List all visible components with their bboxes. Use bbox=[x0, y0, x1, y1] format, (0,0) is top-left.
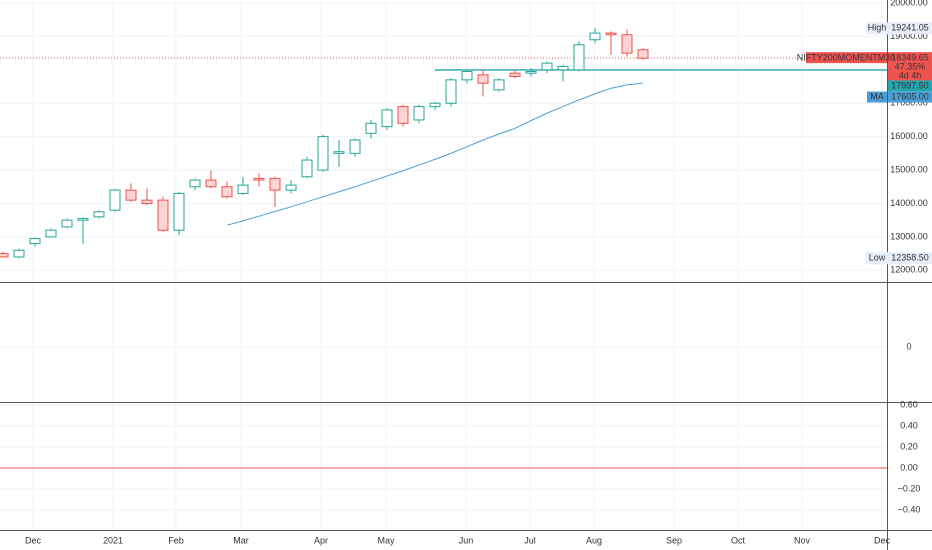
candle-body bbox=[477, 74, 489, 84]
y-tick-label: 17000.00 bbox=[890, 98, 928, 108]
y-tick-label: 0 bbox=[906, 341, 911, 351]
candle-body bbox=[141, 199, 153, 204]
candle-body bbox=[365, 122, 377, 134]
candle-body bbox=[221, 186, 233, 198]
x-tick-label: Oct bbox=[731, 535, 746, 545]
candle-body bbox=[93, 211, 105, 218]
candle-body bbox=[605, 32, 617, 36]
candle-body bbox=[77, 218, 89, 221]
last-price-box bbox=[888, 52, 932, 83]
y-tick-label: 14000.00 bbox=[890, 198, 928, 208]
y-tick-label: 12000.00 bbox=[890, 265, 928, 275]
x-tick-label: Sep bbox=[666, 535, 682, 545]
candle-body bbox=[461, 71, 473, 81]
tag-box bbox=[867, 22, 887, 34]
candle-body bbox=[205, 179, 217, 188]
candle-body bbox=[301, 159, 313, 178]
x-tick-label: Jul bbox=[524, 535, 536, 545]
candle-body bbox=[573, 44, 585, 71]
x-tick-label: Apr bbox=[314, 535, 328, 545]
candle-body bbox=[317, 136, 329, 171]
high-box bbox=[888, 22, 932, 34]
candle-body bbox=[125, 189, 137, 201]
candle-body bbox=[557, 65, 569, 71]
y-tick-label: 0.40 bbox=[900, 420, 918, 430]
candle-body bbox=[589, 32, 601, 41]
candle-body bbox=[13, 249, 25, 258]
x-tick-label: Mar bbox=[233, 535, 249, 545]
candle-body bbox=[509, 72, 521, 78]
symbol-box bbox=[806, 52, 887, 64]
candle-body bbox=[253, 177, 265, 181]
x-tick-label: Feb bbox=[168, 535, 184, 545]
symbol-label: NIFTY200MOMENTM30 bbox=[797, 53, 896, 63]
candle-body bbox=[333, 151, 345, 154]
candle-body bbox=[45, 229, 57, 238]
x-tick-label: May bbox=[378, 535, 396, 545]
y-tick-label: −0.20 bbox=[898, 483, 921, 493]
candle-body bbox=[269, 177, 281, 191]
candle-body bbox=[29, 238, 41, 245]
y-tick-label: 20000.00 bbox=[890, 0, 928, 7]
level-label: 17997.50 bbox=[891, 80, 929, 90]
low-label: 12358.50 bbox=[891, 253, 929, 263]
ma-box bbox=[888, 91, 932, 103]
candle-body bbox=[493, 79, 505, 91]
x-tick-label: 2021 bbox=[103, 535, 123, 545]
y-tick-label: 13000.00 bbox=[890, 231, 928, 241]
low-box bbox=[888, 252, 932, 264]
last-price-label: 18349.65 bbox=[891, 53, 929, 63]
tag-box bbox=[867, 91, 887, 103]
change-label: 47.35% bbox=[895, 62, 926, 72]
y-tick-label: 0.60 bbox=[900, 399, 918, 409]
candle-body bbox=[173, 192, 185, 231]
candle-body bbox=[61, 219, 73, 228]
tag-label: Low bbox=[869, 253, 886, 263]
candle-body bbox=[621, 34, 633, 54]
candle-body bbox=[381, 109, 393, 128]
candle-body bbox=[413, 106, 425, 121]
y-tick-label: −0.40 bbox=[898, 504, 921, 514]
candle-body bbox=[445, 79, 457, 104]
tag-box bbox=[867, 252, 887, 264]
level-box bbox=[888, 80, 932, 92]
candle-body bbox=[541, 62, 553, 71]
x-tick-label: Nov bbox=[794, 535, 811, 545]
y-tick-label: 0.20 bbox=[900, 441, 918, 451]
x-tick-label: Jun bbox=[459, 535, 474, 545]
candle-body bbox=[349, 139, 361, 154]
candle-body bbox=[157, 199, 169, 231]
y-tick-label: 16000.00 bbox=[890, 131, 928, 141]
candle-body bbox=[397, 106, 409, 124]
candle-body bbox=[285, 184, 297, 191]
high-label: 19241.05 bbox=[891, 23, 929, 33]
y-tick-label: 15000.00 bbox=[890, 164, 928, 174]
x-tick-label: Aug bbox=[586, 535, 602, 545]
tag-label: MA bbox=[870, 91, 884, 101]
ma-label: 17605.00 bbox=[891, 91, 929, 101]
ma-line bbox=[226, 82, 644, 226]
candle-body bbox=[429, 102, 441, 108]
y-tick-label: 19000.00 bbox=[890, 31, 928, 41]
countdown-label: 4d 4h bbox=[899, 71, 922, 81]
tag-label: High bbox=[868, 23, 887, 33]
y-tick-label: 0.00 bbox=[900, 462, 918, 472]
candle-body bbox=[0, 253, 9, 258]
candle-body bbox=[525, 71, 537, 74]
x-tick-label: Dec bbox=[874, 535, 891, 545]
candle-body bbox=[637, 49, 649, 59]
x-tick-label: Dec bbox=[25, 535, 42, 545]
candle-body bbox=[189, 179, 201, 188]
candle-body bbox=[237, 184, 249, 194]
candle-body bbox=[109, 189, 121, 211]
